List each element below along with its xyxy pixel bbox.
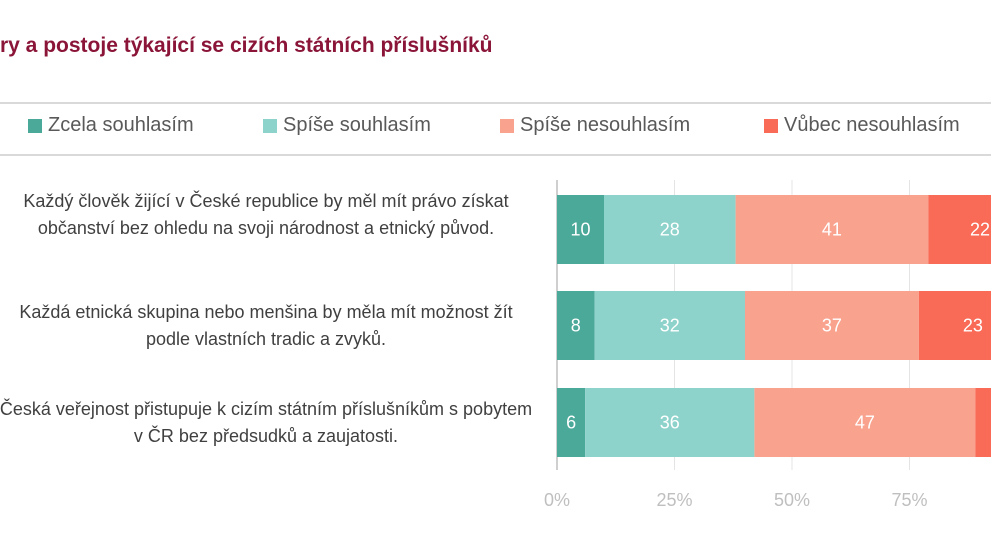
bar-spise-nesouhlasim-row-1 bbox=[735, 195, 929, 264]
data-label-vubec-nesouhlasim-row-2: 23 bbox=[963, 316, 983, 336]
data-label-zcela-souhlasim-row-2: 8 bbox=[571, 316, 581, 336]
legend-swatch-zcela-souhlasim bbox=[28, 118, 42, 133]
x-tick-label-0: 0% bbox=[544, 490, 570, 510]
legend-label-zcela-souhlasim: Zcela souhlasím bbox=[48, 114, 194, 136]
bar-zcela-souhlasim-row-1 bbox=[557, 195, 604, 264]
legend-swatch-spise-souhlasim bbox=[263, 118, 277, 133]
legend-swatch-spise-nesouhlasim bbox=[500, 118, 514, 133]
data-label-zcela-souhlasim-row-3: 6 bbox=[566, 413, 576, 433]
category-label-ethnic-traditions: Každá etnická skupina nebo menšina by mě… bbox=[19, 302, 513, 349]
data-label-spise-souhlasim-row-1: 28 bbox=[660, 220, 680, 240]
legend-item-spise-souhlasim: Spíše souhlasím bbox=[263, 114, 431, 137]
legend-item-spise-nesouhlasim: Spíše nesouhlasím bbox=[500, 114, 690, 137]
legend-item-vubec-nesouhlasim: Vůbec nesouhlasím bbox=[764, 114, 960, 137]
legend: Zcela souhlasím Spíše souhlasím Spíše ne… bbox=[0, 114, 991, 144]
legend-bottom-divider bbox=[0, 154, 991, 156]
category-label-citizenship-right: Každý člověk žijící v České republice by… bbox=[23, 191, 509, 238]
bar-spise-souhlasim-row-2 bbox=[594, 291, 745, 360]
bar-vubec-nesouhlasim-row-3 bbox=[975, 388, 991, 457]
data-label-spise-nesouhlasim-row-3: 47 bbox=[855, 413, 875, 433]
bar-spise-nesouhlasim-row-3 bbox=[754, 388, 976, 457]
bar-spise-souhlasim-row-1 bbox=[604, 195, 736, 264]
bar-vubec-nesouhlasim-row-1 bbox=[928, 195, 991, 264]
legend-label-spise-nesouhlasim: Spíše nesouhlasím bbox=[520, 114, 691, 136]
data-label-vubec-nesouhlasim-row-1: 22 bbox=[970, 220, 990, 240]
data-label-spise-souhlasim-row-3: 36 bbox=[660, 413, 680, 433]
legend-top-divider bbox=[0, 102, 991, 104]
bar-spise-nesouhlasim-row-2 bbox=[745, 291, 919, 360]
bar-zcela-souhlasim-row-3 bbox=[557, 388, 586, 457]
legend-label-spise-souhlasim: Spíše souhlasím bbox=[283, 114, 431, 136]
legend-item-zcela-souhlasim: Zcela souhlasím bbox=[28, 114, 194, 137]
data-label-spise-souhlasim-row-2: 32 bbox=[660, 316, 680, 336]
data-label-spise-nesouhlasim-row-2: 37 bbox=[822, 316, 842, 336]
x-tick-label-25: 25% bbox=[656, 490, 692, 510]
data-label-zcela-souhlasim-row-1: 10 bbox=[570, 220, 590, 240]
legend-swatch-vubec-nesouhlasim bbox=[764, 118, 778, 133]
legend-label-vubec-nesouhlasim: Vůbec nesouhlasím bbox=[784, 114, 960, 136]
bar-zcela-souhlasim-row-2 bbox=[557, 291, 595, 360]
bar-spise-souhlasim-row-3 bbox=[585, 388, 755, 457]
x-tick-label-75: 75% bbox=[891, 490, 927, 510]
chart-title: ry a postoje týkající se cizích státních… bbox=[0, 34, 493, 57]
x-tick-label-50: 50% bbox=[774, 490, 810, 510]
category-label-public-prejudice: Česká veřejnost přistupuje k cizím státn… bbox=[0, 399, 533, 446]
bar-vubec-nesouhlasim-row-2 bbox=[918, 291, 991, 360]
data-label-spise-nesouhlasim-row-1: 41 bbox=[822, 220, 842, 240]
